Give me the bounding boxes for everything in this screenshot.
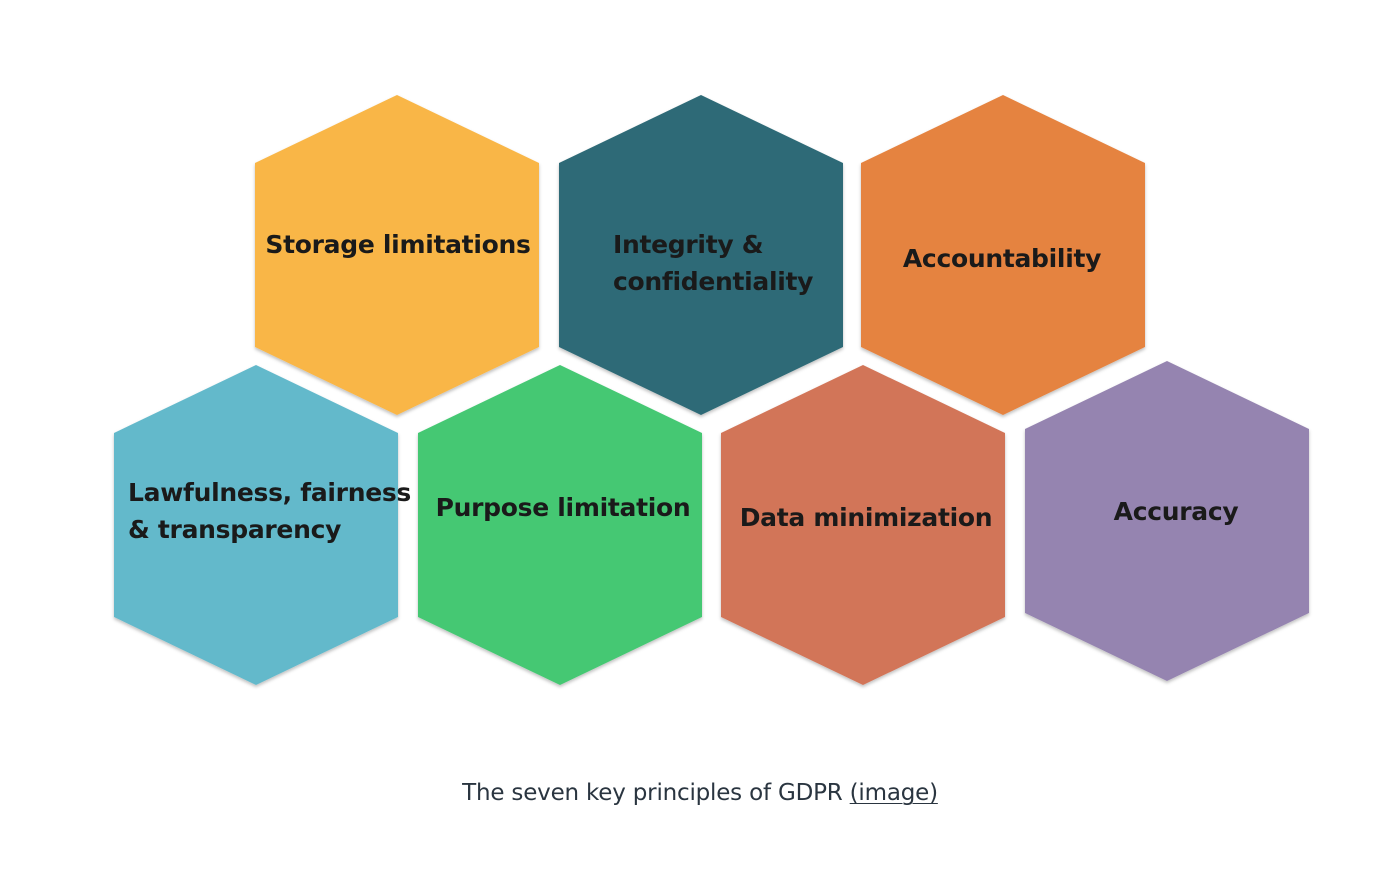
hex-integrity-shape xyxy=(559,95,843,415)
hex-purpose: Purpose limitation xyxy=(418,365,702,685)
hex-minimization-label: Data minimization xyxy=(740,503,993,532)
hex-lawfulness-label: & transparency xyxy=(128,515,341,544)
hex-integrity: Integrity & confidentiality xyxy=(559,95,843,415)
hex-purpose-label: Purpose limitation xyxy=(436,493,691,522)
hex-accuracy-label: Accuracy xyxy=(1114,497,1239,526)
hex-accuracy: Accuracy xyxy=(1025,361,1309,681)
caption-text: The seven key principles of GDPR xyxy=(462,780,850,806)
hex-lawfulness-label: Lawfulness, fairness xyxy=(128,478,411,507)
hex-integrity-label: Integrity & xyxy=(613,230,763,259)
hex-lawfulness-shape xyxy=(114,365,398,685)
hex-accountability: Accountability xyxy=(861,95,1145,415)
hex-accuracy-shape xyxy=(1025,361,1309,681)
hex-integrity-label: confidentiality xyxy=(613,267,813,296)
hex-storage-label: Storage limitations xyxy=(265,230,530,259)
hex-storage-shape xyxy=(255,95,539,415)
hex-minimization-shape xyxy=(721,365,1005,685)
hex-accountability-label: Accountability xyxy=(903,244,1101,273)
hex-accountability-shape xyxy=(861,95,1145,415)
hex-minimization: Data minimization xyxy=(721,365,1005,685)
figure-caption: The seven key principles of GDPR (image) xyxy=(0,780,1400,806)
caption-image-link[interactable]: (image) xyxy=(849,780,938,806)
hex-purpose-shape xyxy=(418,365,702,685)
hex-lawfulness: Lawfulness, fairness & transparency xyxy=(114,365,411,685)
hex-storage: Storage limitations xyxy=(255,95,539,415)
